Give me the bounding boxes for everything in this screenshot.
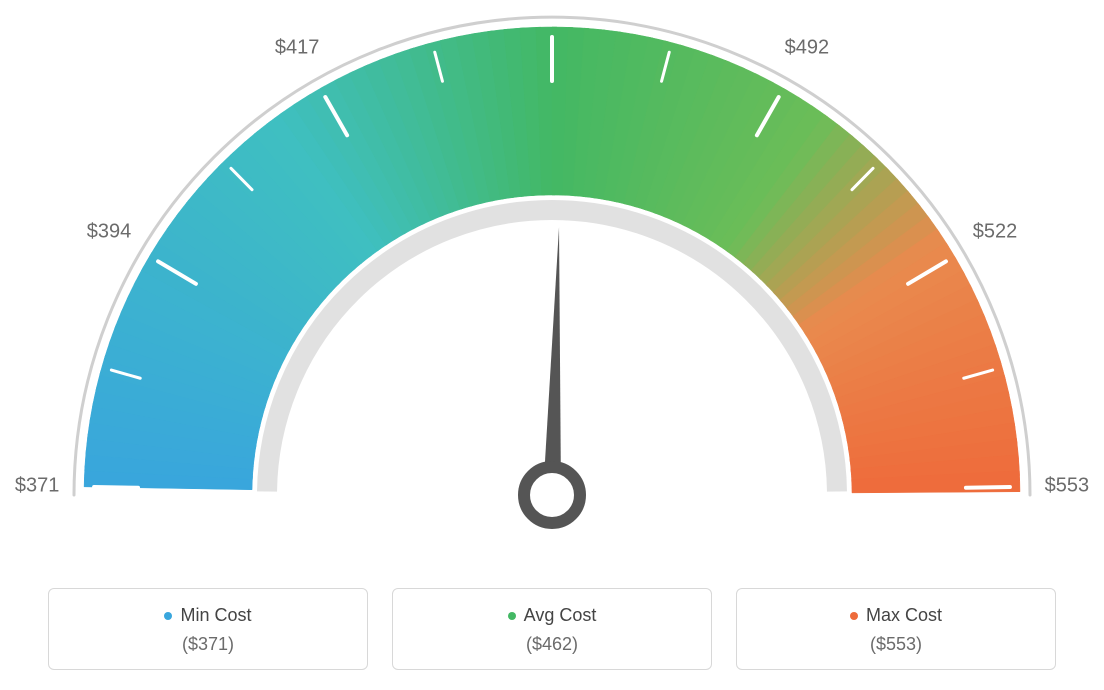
card-value: ($553) [749,634,1043,655]
legend-cards: Min Cost ($371) Avg Cost ($462) Max Cost… [48,588,1056,670]
card-title: Min Cost [164,605,251,626]
gauge-tick-label: $417 [275,36,320,59]
card-avg-cost: Avg Cost ($462) [392,588,712,670]
gauge-chart: $371$394$417$462$492$522$553 [0,0,1104,560]
card-label: Max Cost [866,605,942,626]
card-min-cost: Min Cost ($371) [48,588,368,670]
gauge-svg [0,0,1104,560]
gauge-hub [524,467,580,523]
gauge-tick-label: $371 [15,475,60,498]
dot-icon [164,612,172,620]
gauge-tick-label: $553 [1045,475,1090,498]
card-max-cost: Max Cost ($553) [736,588,1056,670]
card-value: ($371) [61,634,355,655]
gauge-needle [543,227,561,495]
card-value: ($462) [405,634,699,655]
dot-icon [850,612,858,620]
card-title: Max Cost [850,605,942,626]
dot-icon [508,612,516,620]
gauge-tick-label: $394 [87,221,132,244]
gauge-tick-label: $522 [973,221,1018,244]
card-title: Avg Cost [508,605,597,626]
gauge-tick-label: $492 [785,36,830,59]
card-label: Min Cost [180,605,251,626]
card-label: Avg Cost [524,605,597,626]
